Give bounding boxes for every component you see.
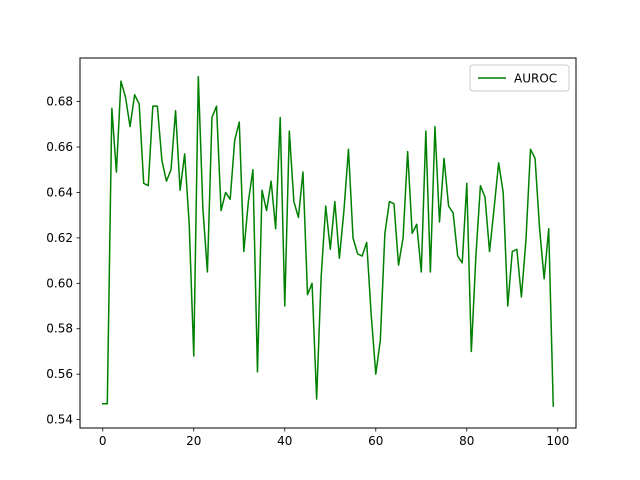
y-axis: 0.54 0.56 0.58 0.60 0.62 0.64 0.66 0.68: [46, 95, 80, 427]
y-tick-label: 0.66: [46, 140, 73, 154]
y-tick-label: 0.62: [46, 231, 73, 245]
plot-area: [102, 75, 555, 407]
x-tick-label: 60: [368, 434, 383, 448]
legend: AUROC: [469, 64, 570, 92]
axes-frame: [79, 57, 577, 429]
y-tick-label: 0.58: [46, 322, 73, 336]
legend-box: [469, 64, 570, 92]
x-tick-label: 20: [186, 434, 201, 448]
x-tick-label: 0: [99, 434, 107, 448]
x-tick-label: 40: [277, 434, 292, 448]
x-axis: 0 20 40 60 80 100: [99, 428, 569, 448]
x-tick-label: 80: [459, 434, 474, 448]
series-line-auroc: [102, 75, 555, 407]
y-tick-label: 0.68: [46, 95, 73, 109]
y-tick-label: 0.64: [46, 185, 73, 199]
y-tick-label: 0.56: [46, 367, 73, 381]
x-tick-label: 100: [546, 434, 569, 448]
y-tick-label: 0.60: [46, 276, 73, 290]
legend-label: AUROC: [514, 72, 557, 86]
y-tick-label: 0.54: [46, 413, 73, 427]
